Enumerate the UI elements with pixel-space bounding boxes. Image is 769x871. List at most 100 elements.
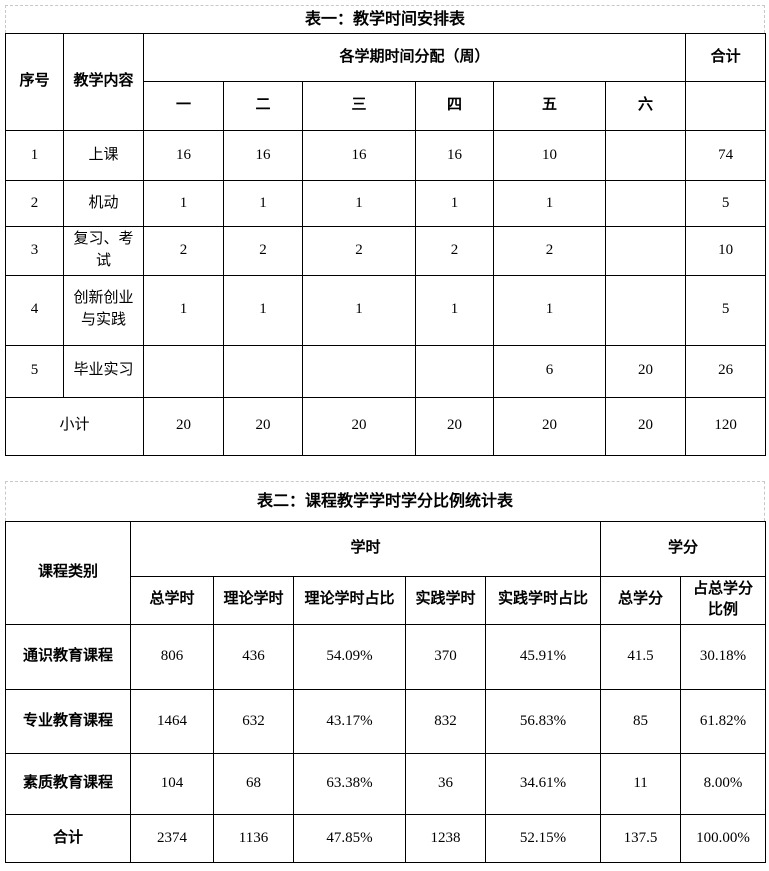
cell-value: 16 <box>143 130 224 181</box>
cell-value: 41.5 <box>600 624 682 690</box>
cell-value: 6 <box>493 344 606 398</box>
cell-total: 5 <box>685 180 767 227</box>
cell-value: 370 <box>405 624 486 690</box>
cell-value: 45.91% <box>484 624 602 690</box>
cell-value <box>604 274 687 346</box>
cell-value: 832 <box>405 689 486 754</box>
table2-header-total-credits: 总学分 <box>600 575 682 625</box>
cell-value: 1 <box>302 180 416 227</box>
table1-title: 表一：教学时间安排表 <box>5 5 765 33</box>
cell-total: 120 <box>685 396 767 456</box>
cell-value: 16 <box>223 130 303 181</box>
cell-value: 8.00% <box>680 753 767 815</box>
cell-value <box>143 344 224 398</box>
cell-category: 合计 <box>5 814 131 863</box>
table1-header-semester-5: 五 <box>493 81 606 131</box>
table2: 课程类别 学时 学分 总学时 理论学时 理论学时占比 实践学时 实践学时占比 总… <box>5 520 767 863</box>
table1-header-semester-6: 六 <box>604 81 687 131</box>
table2-header-category: 课程类别 <box>5 520 131 625</box>
cell-value: 43.17% <box>293 689 406 754</box>
table-row: 素质教育课程 104 68 63.38% 36 34.61% 11 8.00% <box>5 753 767 815</box>
table2-header-hours-group: 学时 <box>129 520 602 577</box>
cell-value: 1 <box>143 180 224 227</box>
cell-value: 61.82% <box>680 689 767 754</box>
cell-content: 上课 <box>63 130 144 181</box>
table2-header-theory-pct: 理论学时占比 <box>293 575 406 625</box>
cell-value: 16 <box>302 130 416 181</box>
cell-value: 632 <box>213 689 294 754</box>
cell-content: 创新创业与实践 <box>63 274 144 346</box>
subtotal-label: 小计 <box>5 396 144 456</box>
cell-category: 素质教育课程 <box>5 753 131 815</box>
table2-header-credits-pct: 占总学分比例 <box>680 575 767 625</box>
table1-header-content: 教学内容 <box>63 33 144 131</box>
cell-value: 20 <box>493 396 606 456</box>
cell-value: 52.15% <box>484 814 602 863</box>
cell-value: 11 <box>600 753 682 815</box>
table1-header-row-1: 序号 教学内容 各学期时间分配（周） 合计 <box>5 33 767 131</box>
cell-value: 1136 <box>213 814 294 863</box>
cell-value: 36 <box>405 753 486 815</box>
table-row: 通识教育课程 806 436 54.09% 370 45.91% 41.5 30… <box>5 624 767 690</box>
cell-value <box>604 180 687 227</box>
cell-value: 1 <box>493 274 606 346</box>
table2-section: 表二：课程教学学时学分比例统计表 课程类别 学时 学分 总学时 理论学时 理论学… <box>5 480 767 863</box>
table-row: 4 创新创业与实践 1 1 1 1 1 5 <box>5 274 767 346</box>
cell-value: 1 <box>223 180 303 227</box>
cell-value: 2374 <box>130 814 214 863</box>
table-row: 专业教育课程 1464 632 43.17% 832 56.83% 85 61.… <box>5 689 767 754</box>
table2-header-row-2: 总学时 理论学时 理论学时占比 实践学时 实践学时占比 总学分 占总学分比例 <box>6 575 767 625</box>
table1-header-semester-2: 二 <box>223 81 303 131</box>
cell-value: 2 <box>415 226 494 276</box>
table-row: 2 机动 1 1 1 1 1 5 <box>5 180 767 227</box>
cell-value: 56.83% <box>484 689 602 754</box>
table2-header-theory-hours: 理论学时 <box>213 575 294 625</box>
cell-category: 通识教育课程 <box>5 624 131 690</box>
cell-content: 复习、考试 <box>63 226 144 276</box>
cell-value: 2 <box>223 226 303 276</box>
table2-header-practice-hours: 实践学时 <box>405 575 486 625</box>
cell-seq: 1 <box>5 130 64 181</box>
cell-total: 74 <box>685 130 767 181</box>
table2-header-credits-group: 学分 <box>600 520 767 577</box>
cell-value: 1 <box>493 180 606 227</box>
cell-value: 1464 <box>130 689 214 754</box>
cell-seq: 4 <box>5 274 64 346</box>
cell-seq: 2 <box>5 180 64 227</box>
cell-value: 30.18% <box>680 624 767 690</box>
table1-header-semester-3: 三 <box>302 81 416 131</box>
cell-value: 806 <box>130 624 214 690</box>
table2-header-total-hours: 总学时 <box>130 575 214 625</box>
table-row: 1 上课 16 16 16 16 10 74 <box>5 130 767 181</box>
table1-header-total: 合计 <box>685 33 767 82</box>
cell-value: 10 <box>493 130 606 181</box>
table2-header-practice-pct: 实践学时占比 <box>484 575 602 625</box>
cell-content: 毕业实习 <box>63 344 144 398</box>
cell-seq: 3 <box>5 226 64 276</box>
cell-value: 20 <box>415 396 494 456</box>
cell-total: 5 <box>685 274 767 346</box>
table2-total-row: 合计 2374 1136 47.85% 1238 52.15% 137.5 10… <box>5 814 767 863</box>
cell-value: 104 <box>130 753 214 815</box>
cell-value: 1 <box>415 180 494 227</box>
cell-value: 436 <box>213 624 294 690</box>
cell-value <box>223 344 303 398</box>
cell-value: 63.38% <box>293 753 406 815</box>
cell-content: 机动 <box>63 180 144 227</box>
table1-header-semester-group: 各学期时间分配（周） <box>142 33 687 82</box>
cell-value: 20 <box>604 396 687 456</box>
cell-value: 20 <box>302 396 416 456</box>
cell-value: 20 <box>223 396 303 456</box>
table-row: 3 复习、考试 2 2 2 2 2 10 <box>5 226 767 276</box>
cell-value <box>415 344 494 398</box>
cell-value: 54.09% <box>293 624 406 690</box>
cell-value: 47.85% <box>293 814 406 863</box>
cell-value: 100.00% <box>680 814 767 863</box>
cell-value <box>604 130 687 181</box>
cell-value: 137.5 <box>600 814 682 863</box>
table1-header-total-empty <box>685 81 767 131</box>
table1-header-row-2: 一 二 三 四 五 六 <box>6 81 767 131</box>
cell-value: 1 <box>143 274 224 346</box>
cell-seq: 5 <box>5 344 64 398</box>
